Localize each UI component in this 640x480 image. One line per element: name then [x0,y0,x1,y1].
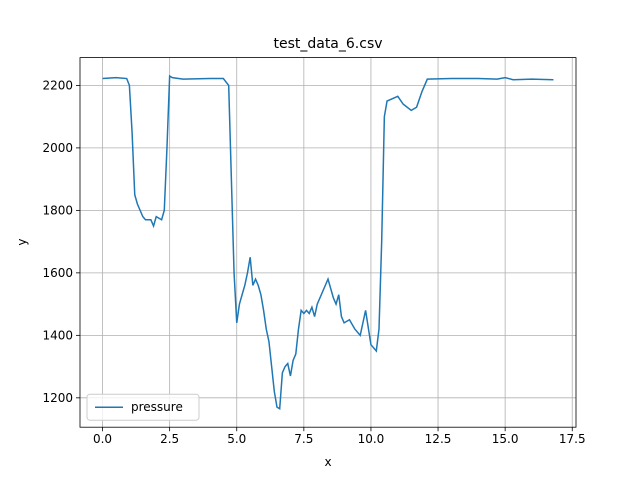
y-tick-label: 1400 [42,328,73,342]
data-line [102,74,554,411]
x-tick-label: 15.0 [492,432,519,446]
legend-label: pressure [131,400,183,414]
x-axis-label: x [324,455,331,469]
y-axis-label: y [15,238,29,245]
y-tick-label: 2000 [42,141,73,155]
x-tick-label: 12.5 [425,432,452,446]
chart-title: test_data_6.csv [273,36,382,52]
x-tick-label: 5.0 [227,432,246,446]
y-tick-label: 1200 [42,391,73,405]
y-tick-label: 1800 [42,203,73,217]
x-tick-label: 2.5 [160,432,179,446]
y-tick-label: 1600 [42,266,73,280]
x-tick-label: 0.0 [93,432,112,446]
axes-frame [79,57,577,428]
x-tick-label: 7.5 [294,432,313,446]
x-tick-label: 10.0 [358,432,385,446]
y-tick-label: 2200 [42,78,73,92]
legend-box [86,393,200,421]
x-tick-label: 17.5 [559,432,586,446]
